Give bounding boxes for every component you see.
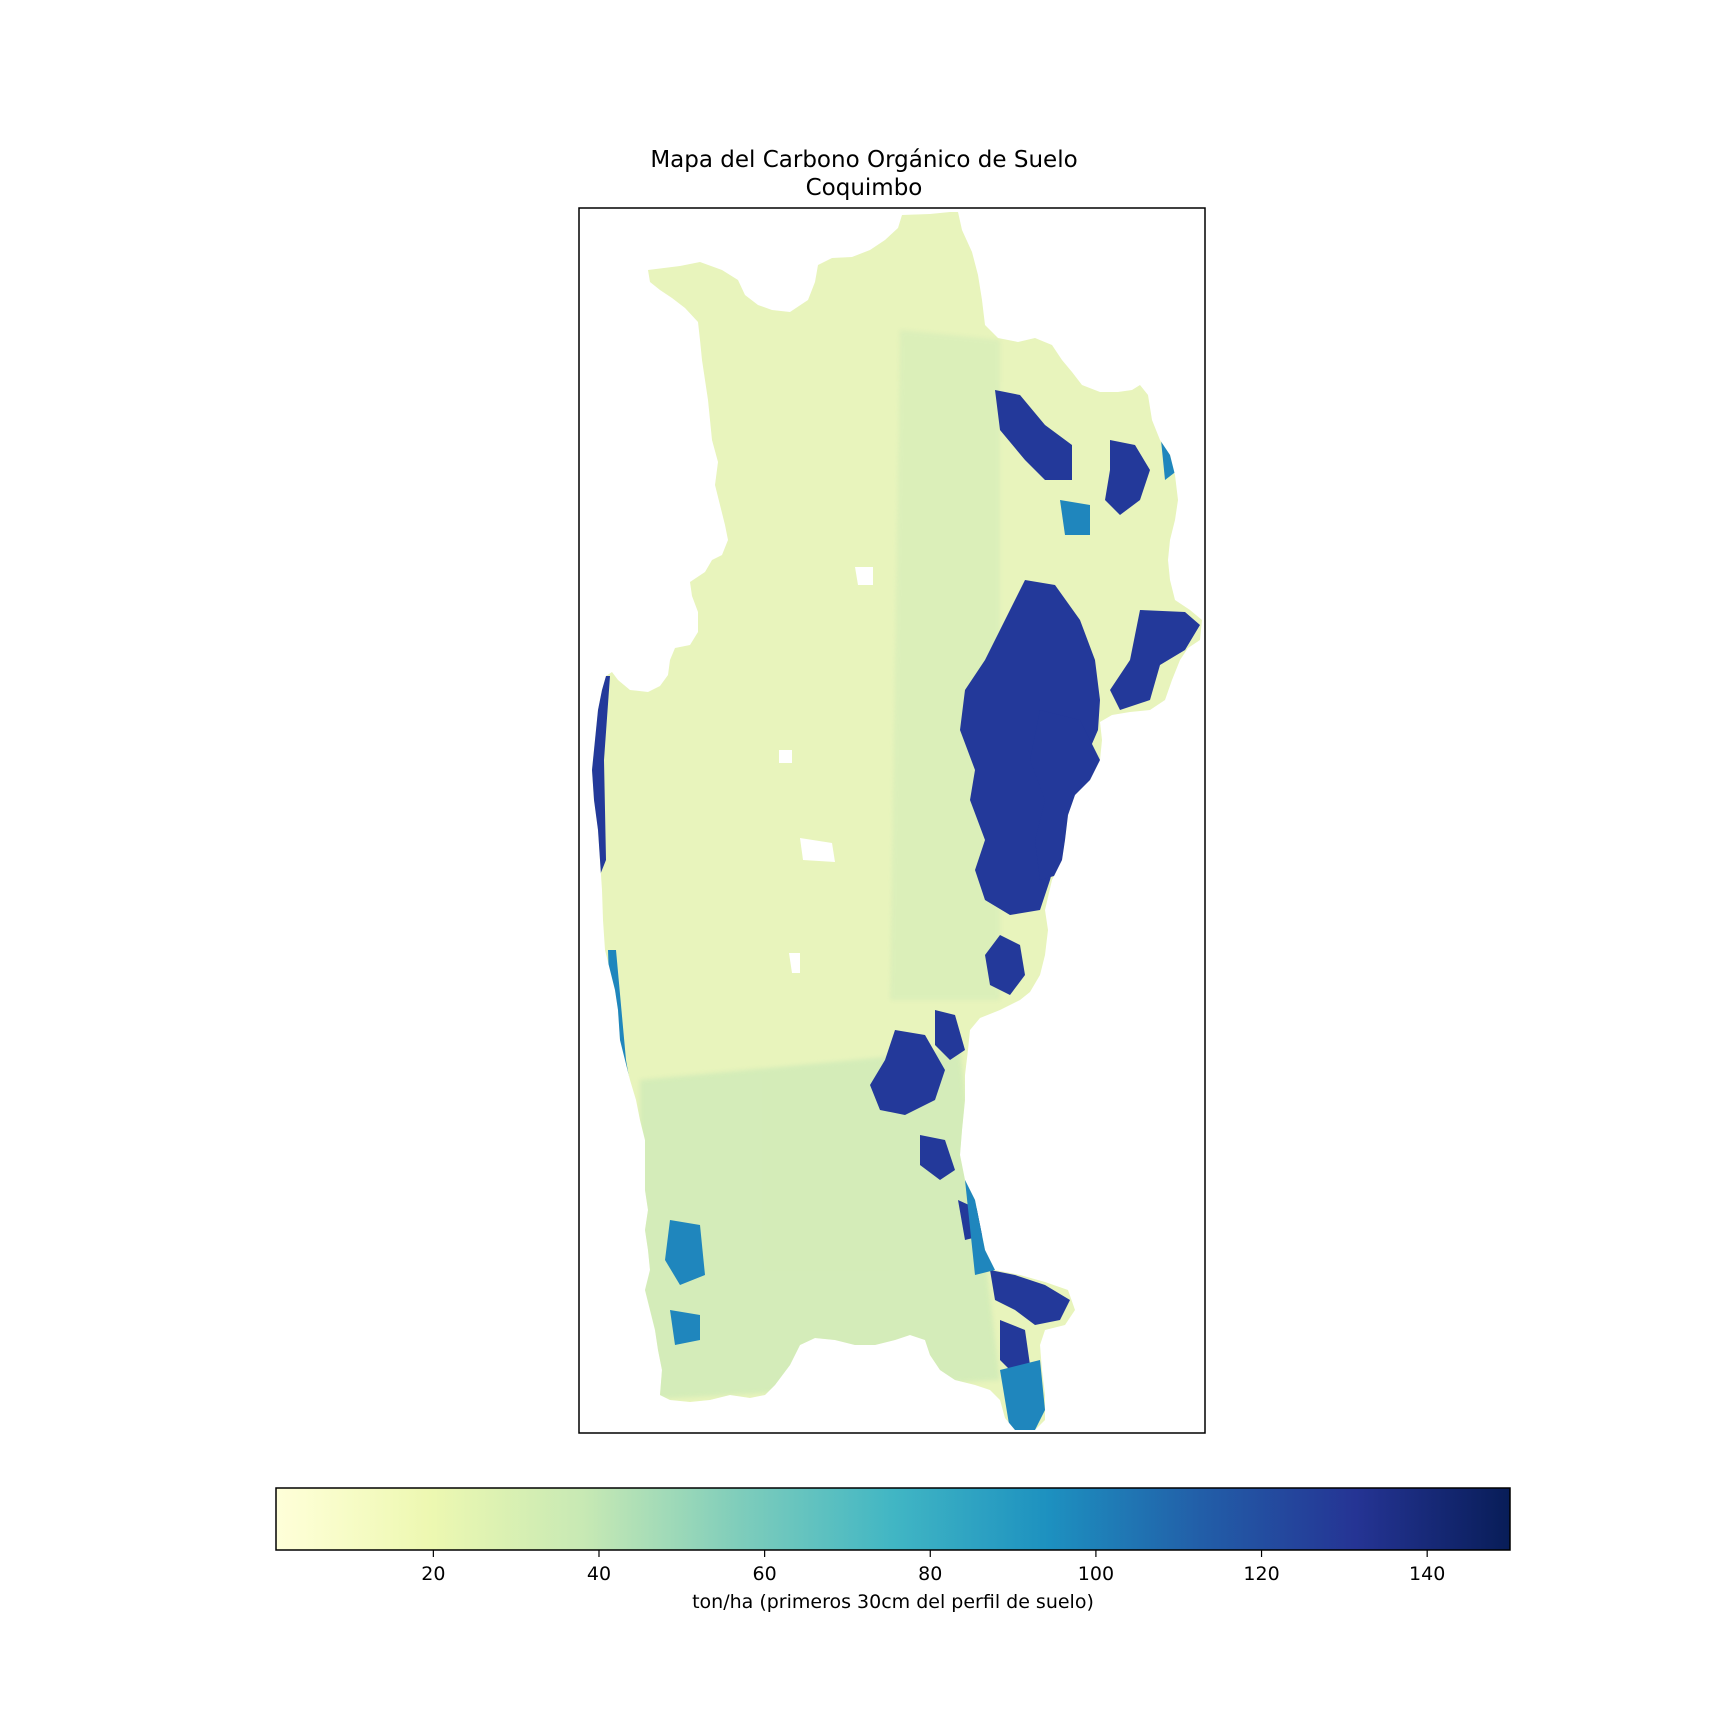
coquimbo-region: [592, 212, 1202, 1430]
high-carbon-patch: [920, 1135, 955, 1180]
mid-carbon-patch: [665, 1220, 705, 1285]
high-carbon-patch: [990, 1270, 1070, 1325]
no-data-hole: [779, 750, 792, 763]
high-carbon-patch: [1105, 440, 1150, 515]
south-tint-area: [640, 1050, 1000, 1400]
colorbar-tick-label: 80: [918, 1563, 942, 1585]
colorbar-tick-label: 140: [1409, 1563, 1445, 1585]
colorbar-tick-label: 60: [753, 1563, 777, 1585]
high-carbon-patch: [1000, 1320, 1030, 1375]
mid-carbon-patch: [1060, 500, 1090, 535]
high-carbon-patch: [985, 935, 1025, 995]
mid-carbon-patch: [670, 1310, 700, 1345]
colorbar: 20 40 60 80 100 120 140 ton/ha (primeros 30cm …: [275, 1487, 1511, 1613]
colorbar-tick-label: 40: [587, 1563, 611, 1585]
no-data-hole: [855, 567, 873, 585]
colorbar-frame: [275, 1487, 1511, 1551]
no-data-hole: [800, 838, 835, 862]
no-data-hole: [789, 953, 800, 973]
high-carbon-patch: [995, 390, 1072, 480]
colorbar-tick-label: 120: [1243, 1563, 1279, 1585]
colorbar-label: ton/ha (primeros 30cm del perfil de suel…: [692, 1591, 1094, 1613]
high-carbon-patch: [960, 580, 1100, 915]
coastal-strip: [592, 676, 610, 880]
map-axes-frame: [578, 207, 1206, 1434]
high-carbon-patch: [870, 1030, 945, 1115]
colorbar-gradient: [276, 1488, 1510, 1550]
central-tint-area: [890, 330, 1000, 1000]
map-subtitle: Coquimbo: [805, 175, 923, 201]
high-carbon-patch: [1110, 610, 1200, 710]
high-carbon-patch: [935, 1010, 965, 1060]
colorbar-tick-label: 20: [421, 1563, 445, 1585]
colorbar-tick-label: 100: [1078, 1563, 1114, 1585]
map-title: Mapa del Carbono Orgánico de Suelo: [650, 147, 1078, 173]
mid-carbon-patch: [1000, 1360, 1045, 1430]
